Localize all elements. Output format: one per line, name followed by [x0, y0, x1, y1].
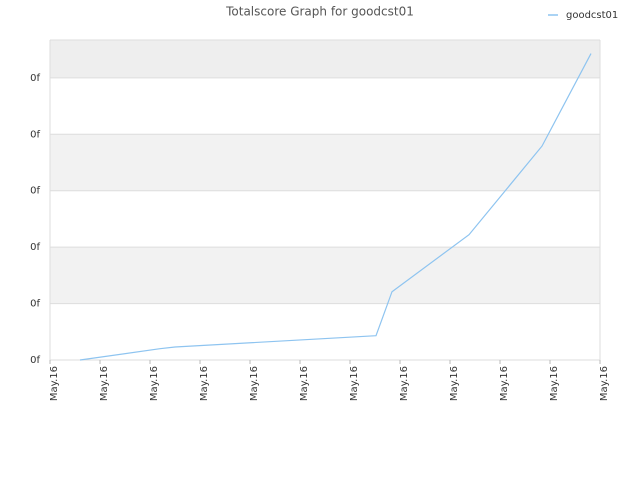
x-tick-label: May.16: [299, 366, 310, 401]
x-tick-label: May.16: [449, 366, 460, 401]
x-tick-label: May.16: [249, 366, 260, 401]
y-tick-label: 0f: [30, 299, 40, 310]
legend-label: goodcst01: [566, 10, 618, 21]
band: [50, 303, 600, 360]
x-tick-label: May.16: [399, 366, 410, 401]
x-tick-label: May.16: [99, 366, 110, 401]
chart-title: Totalscore Graph for goodcst01: [225, 5, 414, 19]
band: [50, 40, 600, 78]
y-tick-label: 0f: [30, 129, 40, 140]
band: [50, 190, 600, 248]
x-tick-label: May.16: [499, 366, 510, 401]
x-tick-label: May.16: [49, 366, 60, 401]
x-tick-label: May.16: [599, 366, 610, 401]
band: [50, 77, 600, 135]
x-tick-label: May.16: [199, 366, 210, 401]
band: [50, 247, 600, 304]
series-line: [79, 53, 592, 361]
x-tick-label: May.16: [349, 366, 360, 401]
y-tick-label: 0f: [30, 355, 40, 366]
y-tick-label: 0f: [30, 186, 40, 197]
y-tick-label: 0f: [30, 242, 40, 253]
band: [50, 134, 600, 191]
x-tick-label: May.16: [149, 366, 160, 401]
x-tick-label: May.16: [549, 366, 560, 401]
y-tick-label: 0f: [30, 73, 40, 84]
